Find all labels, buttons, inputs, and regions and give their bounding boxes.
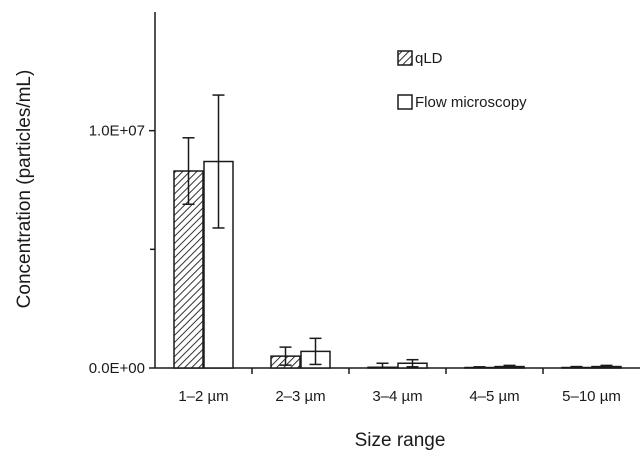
x-tick-label: 3–4 µm xyxy=(372,388,422,405)
x-tick-label: 2–3 µm xyxy=(275,388,325,405)
x-tick-label: 5–10 µm xyxy=(562,388,621,405)
legend-label: qLD xyxy=(415,50,443,67)
legend-swatch xyxy=(397,50,413,66)
y-tick-label: 0.0E+00 xyxy=(89,360,145,377)
x-tick-label: 4–5 µm xyxy=(469,388,519,405)
x-tick-label: 1–2 µm xyxy=(178,388,228,405)
y-axis-title: Concentration (particles/mL) xyxy=(14,70,35,309)
y-tick-label: 1.0E+07 xyxy=(89,123,145,140)
x-axis-title: Size range xyxy=(355,430,446,451)
plot-area: 0.0E+00 1.0E+07 1–2 µm 2–3 µm 3–4 µm 4–5 µm 5–… xyxy=(89,12,640,405)
legend: qLD Flow microscopy xyxy=(397,50,527,111)
legend-swatch xyxy=(397,94,413,110)
legend-label: Flow microscopy xyxy=(415,94,527,111)
